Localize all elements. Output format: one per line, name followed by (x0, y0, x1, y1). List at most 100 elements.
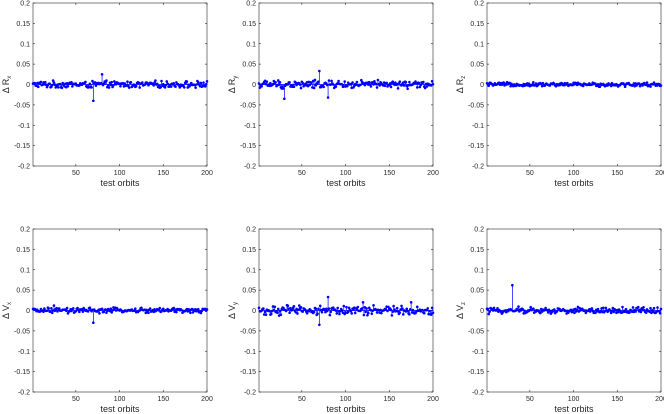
stem-marker (634, 310, 637, 313)
y-tick-label: 0.1 (20, 41, 30, 48)
stem-marker (299, 86, 303, 90)
stem-marker (628, 311, 631, 314)
stem-marker (288, 311, 291, 315)
stem-marker (534, 82, 538, 85)
y-axis-label: Δ Rz (455, 76, 467, 94)
stem-marker (144, 311, 148, 315)
y-tick-label: -0.2 (18, 390, 30, 397)
x-axis-label: test orbits (100, 404, 140, 414)
stem-marker (274, 80, 277, 84)
stem-marker (43, 307, 46, 310)
stem-marker (94, 84, 98, 87)
x-tick-label: 50 (526, 170, 534, 177)
stem-marker (362, 313, 366, 317)
stem-marker (527, 82, 531, 85)
stem-marker (652, 306, 656, 310)
stem-marker (107, 86, 111, 89)
stem-marker (401, 313, 405, 316)
y-axis-label: Δ Vx (1, 302, 13, 319)
stem-marker (127, 86, 131, 89)
stem-marker (351, 81, 354, 84)
x-tick-label: 100 (568, 396, 580, 403)
y-tick-label: -0.15 (14, 143, 30, 150)
stem-marker (172, 81, 176, 85)
stem-marker (408, 313, 411, 316)
stem-marker (581, 84, 585, 88)
stem-marker (402, 84, 406, 87)
stem-marker (273, 305, 277, 309)
x-axis-label: test orbits (554, 178, 594, 188)
stem-marker (429, 313, 433, 316)
stem-marker (283, 97, 286, 101)
stem-marker (165, 80, 169, 83)
stem-marker (334, 85, 338, 88)
y-tick-label: 0.05 (470, 288, 484, 295)
stem-marker (511, 283, 514, 287)
y-axis-label-subscript: y (233, 302, 239, 305)
stem-marker (71, 85, 74, 88)
stem-marker (431, 82, 435, 86)
stem-marker (262, 307, 265, 310)
stem-marker (154, 79, 157, 82)
y-tick-label: 0 (26, 82, 30, 89)
stem-marker (487, 84, 491, 88)
x-tick-label: 100 (114, 396, 126, 403)
x-tick-label: 150 (383, 396, 395, 403)
stem-marker (601, 306, 605, 310)
y-tick-label: 0 (252, 308, 256, 315)
stem-marker (70, 80, 73, 84)
stem-marker (376, 78, 380, 82)
y-tick-label: -0.15 (468, 143, 484, 150)
y-tick-label: -0.15 (14, 369, 30, 376)
stem-marker (202, 81, 205, 84)
stem-marker (317, 307, 320, 311)
stem-marker (638, 308, 642, 312)
y-tick-label: 0.15 (16, 21, 30, 28)
stem-marker (327, 307, 331, 310)
stem-marker (367, 80, 371, 84)
stem-marker (612, 310, 616, 314)
stem-marker (322, 85, 326, 89)
stem-marker (394, 81, 397, 84)
stem-marker (286, 304, 290, 308)
stem-marker (383, 84, 387, 88)
stem-marker (305, 311, 309, 315)
stem-marker (196, 80, 200, 84)
stem-marker (297, 304, 301, 307)
x-tick-label: 50 (72, 396, 80, 403)
stem-marker (84, 80, 87, 84)
stem-marker (318, 323, 321, 327)
x-axis-label: test orbits (326, 178, 366, 188)
y-axis-label-subscript: x (7, 302, 13, 305)
stem-series (257, 295, 435, 327)
stem-marker (123, 82, 127, 85)
stem-marker (88, 82, 92, 86)
y-tick-label: 0.05 (16, 62, 30, 69)
stem-marker (539, 311, 542, 315)
stem-marker (76, 306, 79, 310)
y-tick-label: 0.2 (20, 227, 30, 234)
stem-marker (138, 86, 141, 89)
x-tick-label: 200 (655, 170, 664, 177)
stem-marker (604, 306, 608, 310)
y-tick-label: 0.2 (246, 1, 256, 8)
stem-marker (529, 305, 533, 309)
stem-marker (405, 307, 409, 311)
stem-marker (90, 86, 93, 89)
y-tick-label: 0.1 (20, 267, 30, 274)
stem-marker (65, 306, 69, 310)
stem-series (485, 80, 663, 89)
stem-marker (409, 301, 413, 304)
stem-marker (57, 86, 60, 89)
y-tick-label: -0.05 (240, 328, 256, 335)
stem-marker (422, 80, 425, 84)
y-axis-label: Δ Vy (227, 302, 239, 319)
stem-marker (264, 313, 268, 317)
stem-marker (345, 305, 348, 309)
y-tick-label: -0.05 (468, 102, 484, 109)
y-tick-label: 0.2 (246, 227, 256, 234)
stem-marker (301, 310, 305, 313)
stem-marker (78, 310, 81, 314)
stem-marker (299, 306, 303, 309)
